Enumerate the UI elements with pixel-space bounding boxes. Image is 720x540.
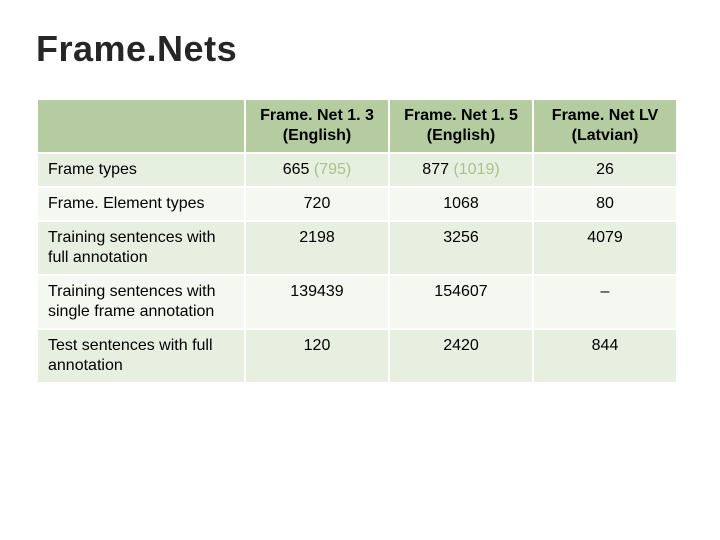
cell: 2198 — [245, 221, 389, 275]
cell: 2420 — [389, 329, 533, 383]
cell: 720 — [245, 187, 389, 221]
cell: 26 — [533, 153, 677, 187]
cell-paren: (795) — [314, 161, 351, 178]
cell: 4079 — [533, 221, 677, 275]
cell: 877 (1019) — [389, 153, 533, 187]
col-header-1-name: Frame. Net 1. 3 — [260, 107, 374, 124]
cell: 120 — [245, 329, 389, 383]
table-row: Test sentences with full annotation 120 … — [37, 329, 677, 383]
row-label: Frame. Element types — [37, 187, 245, 221]
row-label: Test sentences with full annotation — [37, 329, 245, 383]
cell: – — [533, 275, 677, 329]
row-label: Training sentences with full annotation — [37, 221, 245, 275]
slide-title: Frame.Nets — [36, 28, 684, 70]
table-row: Training sentences with single frame ann… — [37, 275, 677, 329]
col-header-2-name: Frame. Net 1. 5 — [404, 107, 518, 124]
table-row: Training sentences with full annotation … — [37, 221, 677, 275]
col-header-2: Frame. Net 1. 5 (English) — [389, 99, 533, 153]
cell-main: 665 — [283, 161, 310, 178]
slide: Frame.Nets Frame. Net 1. 3 (English) Fra… — [0, 0, 720, 540]
col-header-1-sub: (English) — [256, 126, 378, 146]
table-header: Frame. Net 1. 3 (English) Frame. Net 1. … — [37, 99, 677, 153]
row-label: Training sentences with single frame ann… — [37, 275, 245, 329]
cell-paren: (1019) — [453, 161, 499, 178]
col-header-3-name: Frame. Net LV — [552, 107, 658, 124]
cell: 139439 — [245, 275, 389, 329]
table-row: Frame. Element types 720 1068 80 — [37, 187, 677, 221]
cell: 3256 — [389, 221, 533, 275]
col-header-1: Frame. Net 1. 3 (English) — [245, 99, 389, 153]
cell: 154607 — [389, 275, 533, 329]
cell-main: 877 — [422, 161, 449, 178]
cell: 80 — [533, 187, 677, 221]
col-header-3: Frame. Net LV (Latvian) — [533, 99, 677, 153]
cell: 1068 — [389, 187, 533, 221]
cell: 844 — [533, 329, 677, 383]
col-header-3-sub: (Latvian) — [544, 126, 666, 146]
header-corner — [37, 99, 245, 153]
cell: 665 (795) — [245, 153, 389, 187]
table-row: Frame types 665 (795) 877 (1019) 26 — [37, 153, 677, 187]
col-header-2-sub: (English) — [400, 126, 522, 146]
table-body: Frame types 665 (795) 877 (1019) 26 Fram… — [37, 153, 677, 383]
cell-main: 26 — [596, 161, 614, 178]
row-label: Frame types — [37, 153, 245, 187]
framenets-table: Frame. Net 1. 3 (English) Frame. Net 1. … — [36, 98, 678, 384]
